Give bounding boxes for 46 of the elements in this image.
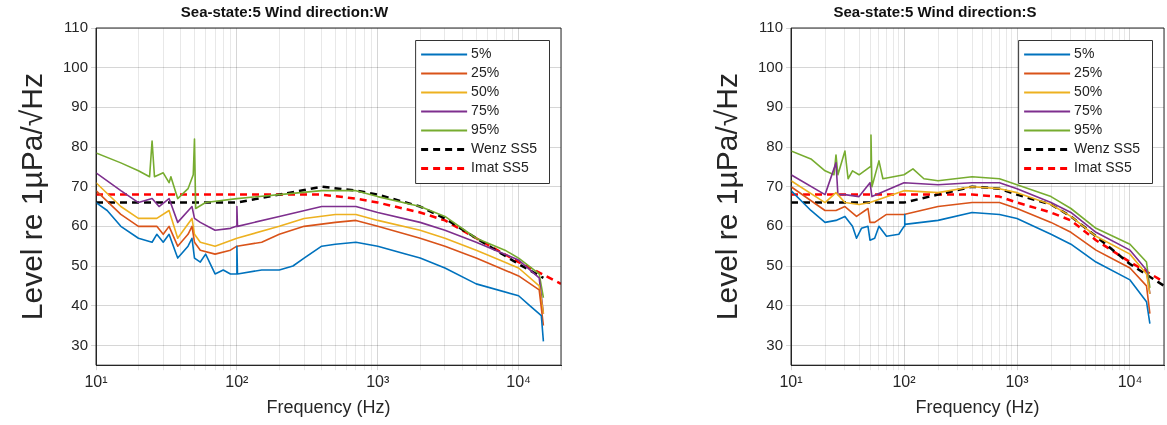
y-tick-label: 30	[71, 335, 89, 353]
x-axis-title: Frequency (Hz)	[266, 397, 391, 418]
legend-label: Imat SS5	[471, 159, 529, 176]
x-tick-label: 10³	[1005, 373, 1030, 391]
y-tick-label: 60	[71, 216, 89, 234]
x-tick-label: 10¹	[84, 373, 108, 391]
chart-title: Sea-state:5 Wind direction:S	[833, 3, 1037, 21]
x-tick-label: 10⁴	[506, 373, 532, 391]
legend-label: 95%	[471, 121, 500, 138]
y-tick-label: 50	[71, 256, 89, 274]
legend-label: 5%	[1074, 45, 1095, 62]
legend-label: 75%	[1074, 102, 1103, 119]
y-tick-label: 60	[766, 216, 784, 234]
legend-label: 50%	[1074, 83, 1103, 100]
y-tick-label: 110	[64, 18, 89, 36]
x-axis-title: Frequency (Hz)	[915, 397, 1040, 418]
legend-label: 25%	[471, 64, 500, 81]
y-tick-label: 40	[766, 295, 784, 313]
y-tick-label: 100	[758, 57, 784, 75]
legend-label: 50%	[471, 83, 500, 100]
x-tick-label: 10²	[892, 373, 917, 391]
chart-title: Sea-state:5 Wind direction:W	[180, 3, 390, 21]
x-tick-label: 10⁴	[1117, 373, 1143, 391]
legend-label: Imat SS5	[1074, 159, 1132, 176]
legend-label: 5%	[471, 45, 492, 62]
legend-label: 95%	[1074, 121, 1103, 138]
y-axis-title: Level re 1µPa/√Hz	[15, 73, 49, 321]
y-tick-label: 90	[71, 97, 89, 115]
y-tick-label: 80	[766, 137, 784, 155]
legend-label: Wenz SS5	[471, 140, 538, 157]
y-tick-label: 100	[63, 57, 89, 75]
y-tick-label: 80	[71, 137, 89, 155]
x-tick-label: 10³	[366, 373, 390, 391]
y-tick-label: 110	[759, 18, 784, 36]
x-tick-label: 10²	[225, 373, 250, 391]
legend-label: 75%	[471, 102, 500, 119]
y-tick-label: 70	[71, 176, 89, 194]
legend-label: 25%	[1074, 64, 1103, 81]
y-axis-title: Level re 1µPa/√Hz	[710, 73, 744, 321]
x-tick-label: 10¹	[779, 373, 803, 391]
legend-label: Wenz SS5	[1074, 140, 1141, 157]
y-tick-label: 40	[71, 295, 89, 313]
y-tick-label: 90	[766, 97, 784, 115]
y-tick-label: 50	[766, 256, 784, 274]
y-tick-label: 70	[766, 176, 784, 194]
y-tick-label: 30	[766, 335, 784, 353]
